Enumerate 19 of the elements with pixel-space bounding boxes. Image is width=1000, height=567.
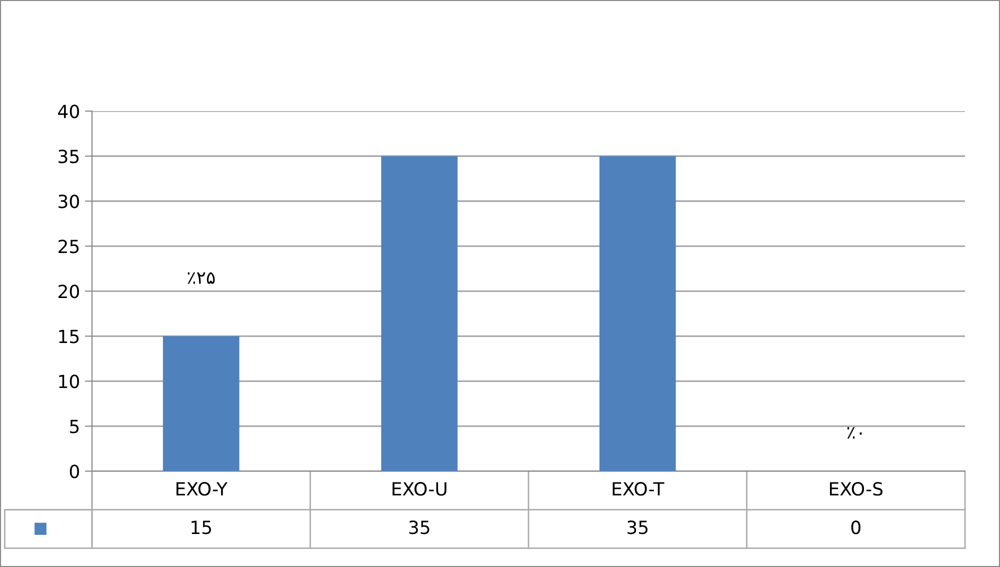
y-tick-label: 15 (59, 330, 79, 344)
y-tick-label: 35 (58, 150, 79, 164)
y-tick-label: 0 (70, 464, 79, 478)
y-tick-label: 20 (58, 284, 79, 298)
y-tick-label: 5 (70, 420, 79, 434)
y-tick-label: 10 (59, 374, 79, 388)
y-tick-label: 40 (58, 104, 79, 118)
x-tick-label: EXO-U (392, 482, 446, 496)
y-tick-label: 25 (58, 240, 79, 254)
annotation: ٪۲۵ (188, 272, 215, 284)
x-tick-label: EXO-S (830, 482, 883, 496)
data-label: 35 (409, 520, 430, 534)
x-tick-label: EXO-T (612, 482, 664, 496)
x-tick-label: EXO-Y (176, 482, 228, 496)
data-label: 35 (628, 520, 648, 534)
data-label: 15 (192, 520, 212, 534)
y-tick-label: 30 (58, 194, 79, 208)
annotation: ٪۰ (847, 427, 862, 439)
data-label: 0 (851, 520, 860, 534)
